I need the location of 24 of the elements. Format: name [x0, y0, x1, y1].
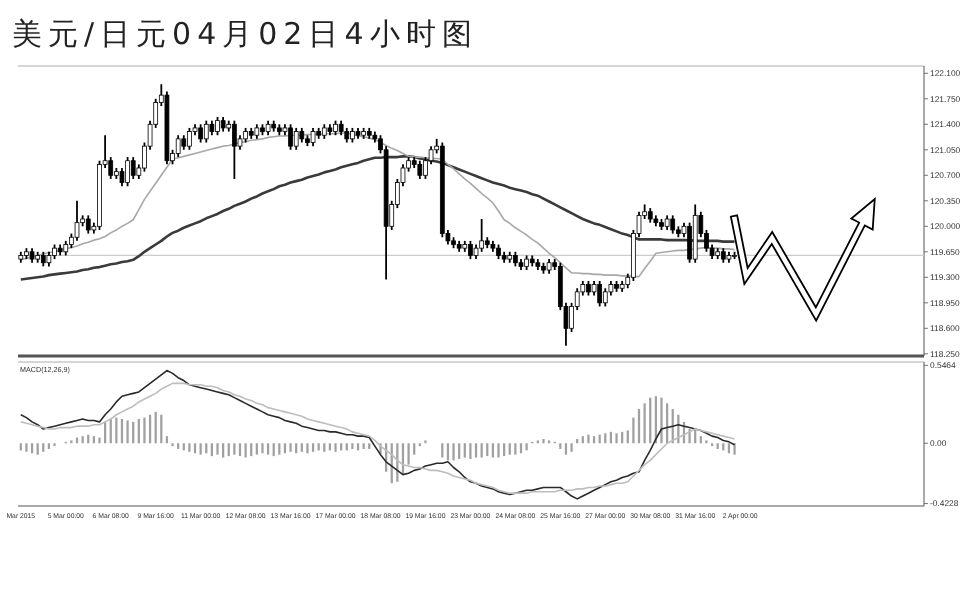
candlestick [215, 116, 220, 137]
candlestick [232, 119, 237, 180]
candlestick [602, 287, 608, 308]
candlestick [74, 199, 80, 242]
candlestick [687, 221, 692, 264]
candlestick [310, 127, 316, 148]
candlestick [119, 167, 125, 188]
candlestick [187, 127, 192, 151]
line-series [19, 155, 736, 281]
candlestick [670, 214, 676, 235]
candlestick [293, 127, 299, 151]
candlestick [479, 218, 485, 253]
candlestick [288, 123, 293, 151]
candlestick [125, 156, 130, 188]
candlestick [417, 159, 423, 180]
candlestick [198, 123, 204, 144]
candlestick [203, 119, 209, 144]
candlestick [130, 156, 136, 180]
candlestick [468, 239, 473, 260]
candlestick [692, 203, 698, 264]
chart-title: 美元/日元04月02日4小时图 [12, 16, 478, 52]
candlestick [175, 134, 181, 158]
candlestick [85, 214, 91, 235]
candlestick [597, 280, 603, 308]
